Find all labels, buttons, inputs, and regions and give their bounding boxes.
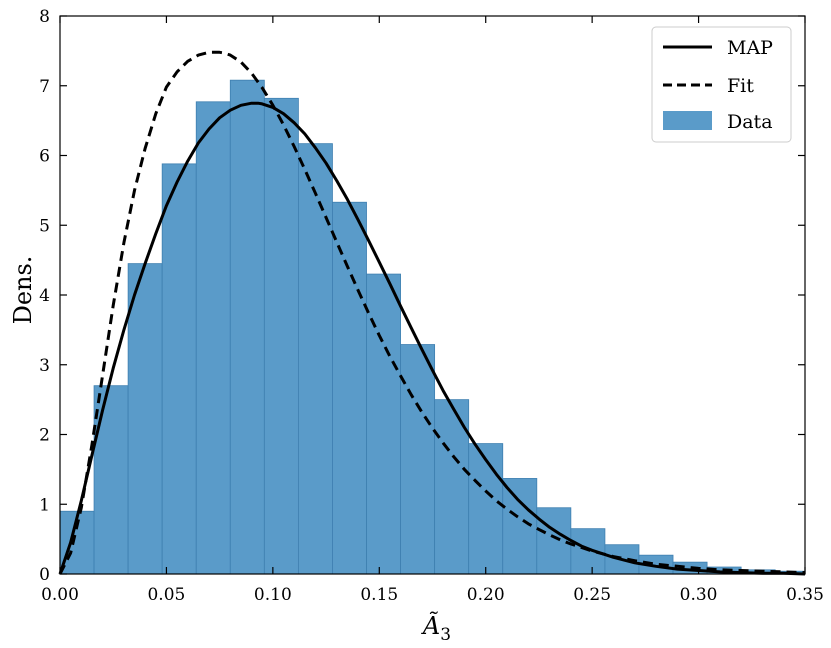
legend-map-label: MAP [727, 37, 773, 59]
x-axis-label: Ã3 [421, 611, 451, 645]
axis-ticks [59, 15, 806, 575]
x-tick-label: 0.20 [467, 585, 505, 605]
y-tick-label: 1 [39, 495, 50, 515]
x-tick-label: 0.25 [573, 585, 611, 605]
histogram-bar [161, 163, 197, 575]
legend-fit-label: Fit [727, 75, 754, 97]
y-tick-label: 5 [39, 216, 50, 236]
histogram-bar [195, 101, 231, 575]
y-tick-label: 6 [39, 147, 50, 167]
x-tick-label: 0.15 [360, 585, 398, 605]
legend-data-label: Data [727, 111, 773, 133]
y-tick-label: 8 [39, 7, 50, 27]
curves [58, 50, 806, 576]
histogram-bar [127, 263, 163, 575]
fit-curve [58, 50, 806, 575]
tick-labels: 0.00 0.05 0.10 0.15 0.20 0.25 0.30 0.35 0 1 2 3 4 5 6 7… [39, 7, 824, 605]
histogram-bars [59, 79, 806, 575]
y-tick-label: 3 [39, 356, 50, 376]
histogram-bar [536, 507, 572, 575]
histogram-bar [434, 399, 470, 575]
histogram-bar [229, 79, 265, 575]
y-tick-label: 4 [39, 286, 50, 306]
y-tick-label: 7 [39, 77, 50, 97]
x-tick-label: 0.00 [41, 585, 79, 605]
histogram-bar [263, 97, 299, 575]
x-tick-label: 0.05 [147, 585, 185, 605]
y-tick-label: 2 [39, 426, 50, 446]
histogram-bar [297, 143, 333, 575]
y-axis-label: Dens. [9, 256, 37, 325]
x-tick-label: 0.30 [680, 585, 718, 605]
histogram-bar [468, 443, 504, 575]
x-tick-label: 0.10 [254, 585, 292, 605]
histogram-bar [332, 201, 367, 575]
histogram-bar [93, 385, 129, 575]
histogram-bar [502, 478, 538, 575]
histogram-bar [400, 344, 436, 575]
legend-data-swatch [663, 111, 712, 130]
legend: MAP Fit Data [651, 26, 792, 143]
x-tick-label: 0.35 [786, 585, 824, 605]
y-tick-label: 0 [39, 565, 50, 585]
